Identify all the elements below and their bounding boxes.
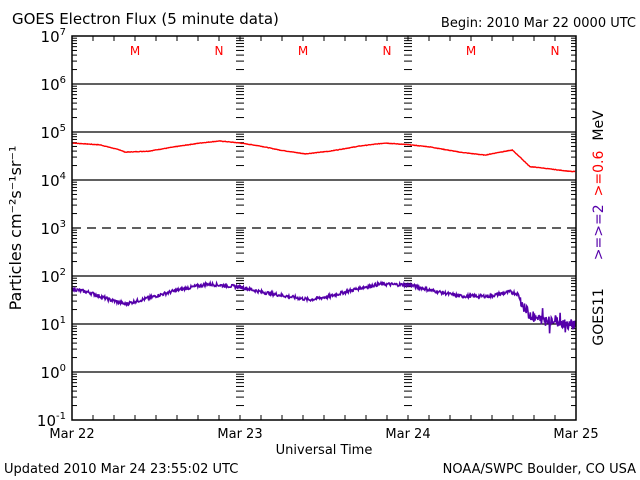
y-tick-label: 103 <box>41 219 66 238</box>
y-tick-label: 100 <box>41 363 66 382</box>
updated-timestamp: Updated 2010 Mar 24 23:55:02 UTC <box>4 462 238 477</box>
plot-frame <box>71 35 577 421</box>
marker-N: N <box>215 44 224 58</box>
begin-date: Begin: 2010 Mar 22 0000 UTC <box>441 16 636 31</box>
x-tick-label: Mar 24 <box>385 427 430 442</box>
x-tick-labels: Mar 22 Mar 23 Mar 24 Mar 25 <box>49 427 598 442</box>
chart-title: GOES Electron Flux (5 minute data) <box>12 10 279 28</box>
source-credit: NOAA/SWPC Boulder, CO USA <box>443 462 636 477</box>
y-tick-label: 107 <box>41 27 66 46</box>
y-tick-label: 105 <box>41 123 66 142</box>
marker-M: M <box>130 44 140 58</box>
x-tick-label: Mar 25 <box>553 427 598 442</box>
y-tick-label: 101 <box>41 315 66 334</box>
right-legend: GOES11>=>=2>=0.6MeV <box>591 110 607 346</box>
y-axis-label: Particles cm⁻²s⁻¹sr⁻¹ <box>6 146 25 311</box>
series-line-ge2MeV <box>71 279 576 334</box>
y-tick-label: 102 <box>41 267 66 286</box>
y-tick-label: 104 <box>41 171 66 190</box>
marker-M: M <box>466 44 476 58</box>
units-label: MeV <box>591 110 607 141</box>
x-axis-label: Universal Time <box>276 443 373 458</box>
satellite-label: GOES11 <box>591 288 607 345</box>
y-tick-labels: 107 106 105 104 103 102 101 100 10-1 <box>37 27 66 430</box>
legend-series-2: >=2 <box>591 204 607 236</box>
series-lines <box>71 140 576 334</box>
marker-N: N <box>551 44 560 58</box>
marker-M: M <box>298 44 308 58</box>
y-tick-label: 10-1 <box>37 411 66 430</box>
x-tick-label: Mar 23 <box>217 427 262 442</box>
legend-series-1: >=0.6 <box>591 151 607 197</box>
x-tick-label: Mar 22 <box>49 427 94 442</box>
y-tick-label: 106 <box>41 75 66 94</box>
marker-N: N <box>383 44 392 58</box>
grid <box>72 83 576 373</box>
series-line-ge0.6MeV <box>72 140 576 173</box>
